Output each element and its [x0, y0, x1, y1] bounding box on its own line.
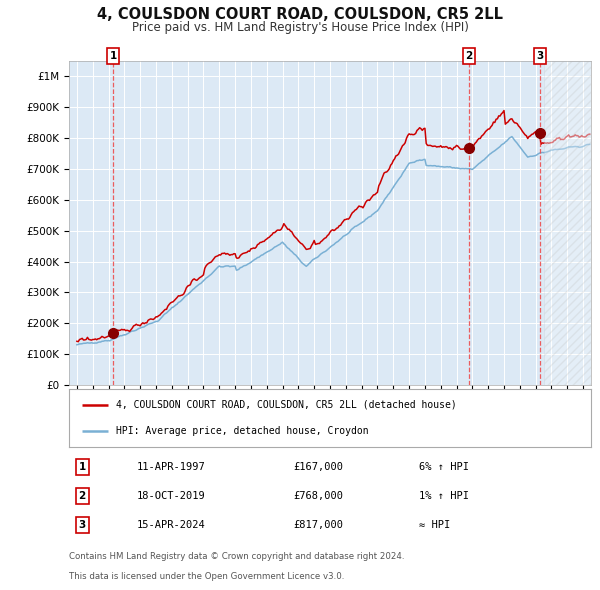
Text: 11-APR-1997: 11-APR-1997: [137, 462, 206, 472]
Text: 4, COULSDON COURT ROAD, COULSDON, CR5 2LL: 4, COULSDON COURT ROAD, COULSDON, CR5 2L…: [97, 7, 503, 22]
Text: Price paid vs. HM Land Registry's House Price Index (HPI): Price paid vs. HM Land Registry's House …: [131, 21, 469, 34]
Text: 2: 2: [79, 491, 86, 501]
Text: HPI: Average price, detached house, Croydon: HPI: Average price, detached house, Croy…: [116, 427, 368, 437]
Text: £167,000: £167,000: [293, 462, 343, 472]
Text: Contains HM Land Registry data © Crown copyright and database right 2024.: Contains HM Land Registry data © Crown c…: [69, 552, 404, 561]
Text: ≈ HPI: ≈ HPI: [419, 520, 450, 530]
Text: 2: 2: [466, 51, 473, 61]
Text: 3: 3: [536, 51, 544, 61]
Text: 1: 1: [79, 462, 86, 472]
Text: 18-OCT-2019: 18-OCT-2019: [137, 491, 206, 501]
Text: 1: 1: [109, 51, 116, 61]
Text: 3: 3: [79, 520, 86, 530]
Text: £768,000: £768,000: [293, 491, 343, 501]
Text: 6% ↑ HPI: 6% ↑ HPI: [419, 462, 469, 472]
Text: This data is licensed under the Open Government Licence v3.0.: This data is licensed under the Open Gov…: [69, 572, 344, 581]
Text: 1% ↑ HPI: 1% ↑ HPI: [419, 491, 469, 501]
Text: 15-APR-2024: 15-APR-2024: [137, 520, 206, 530]
Bar: [544, 61, 591, 385]
Text: 4, COULSDON COURT ROAD, COULSDON, CR5 2LL (detached house): 4, COULSDON COURT ROAD, COULSDON, CR5 2L…: [116, 399, 457, 409]
Text: £817,000: £817,000: [293, 520, 343, 530]
